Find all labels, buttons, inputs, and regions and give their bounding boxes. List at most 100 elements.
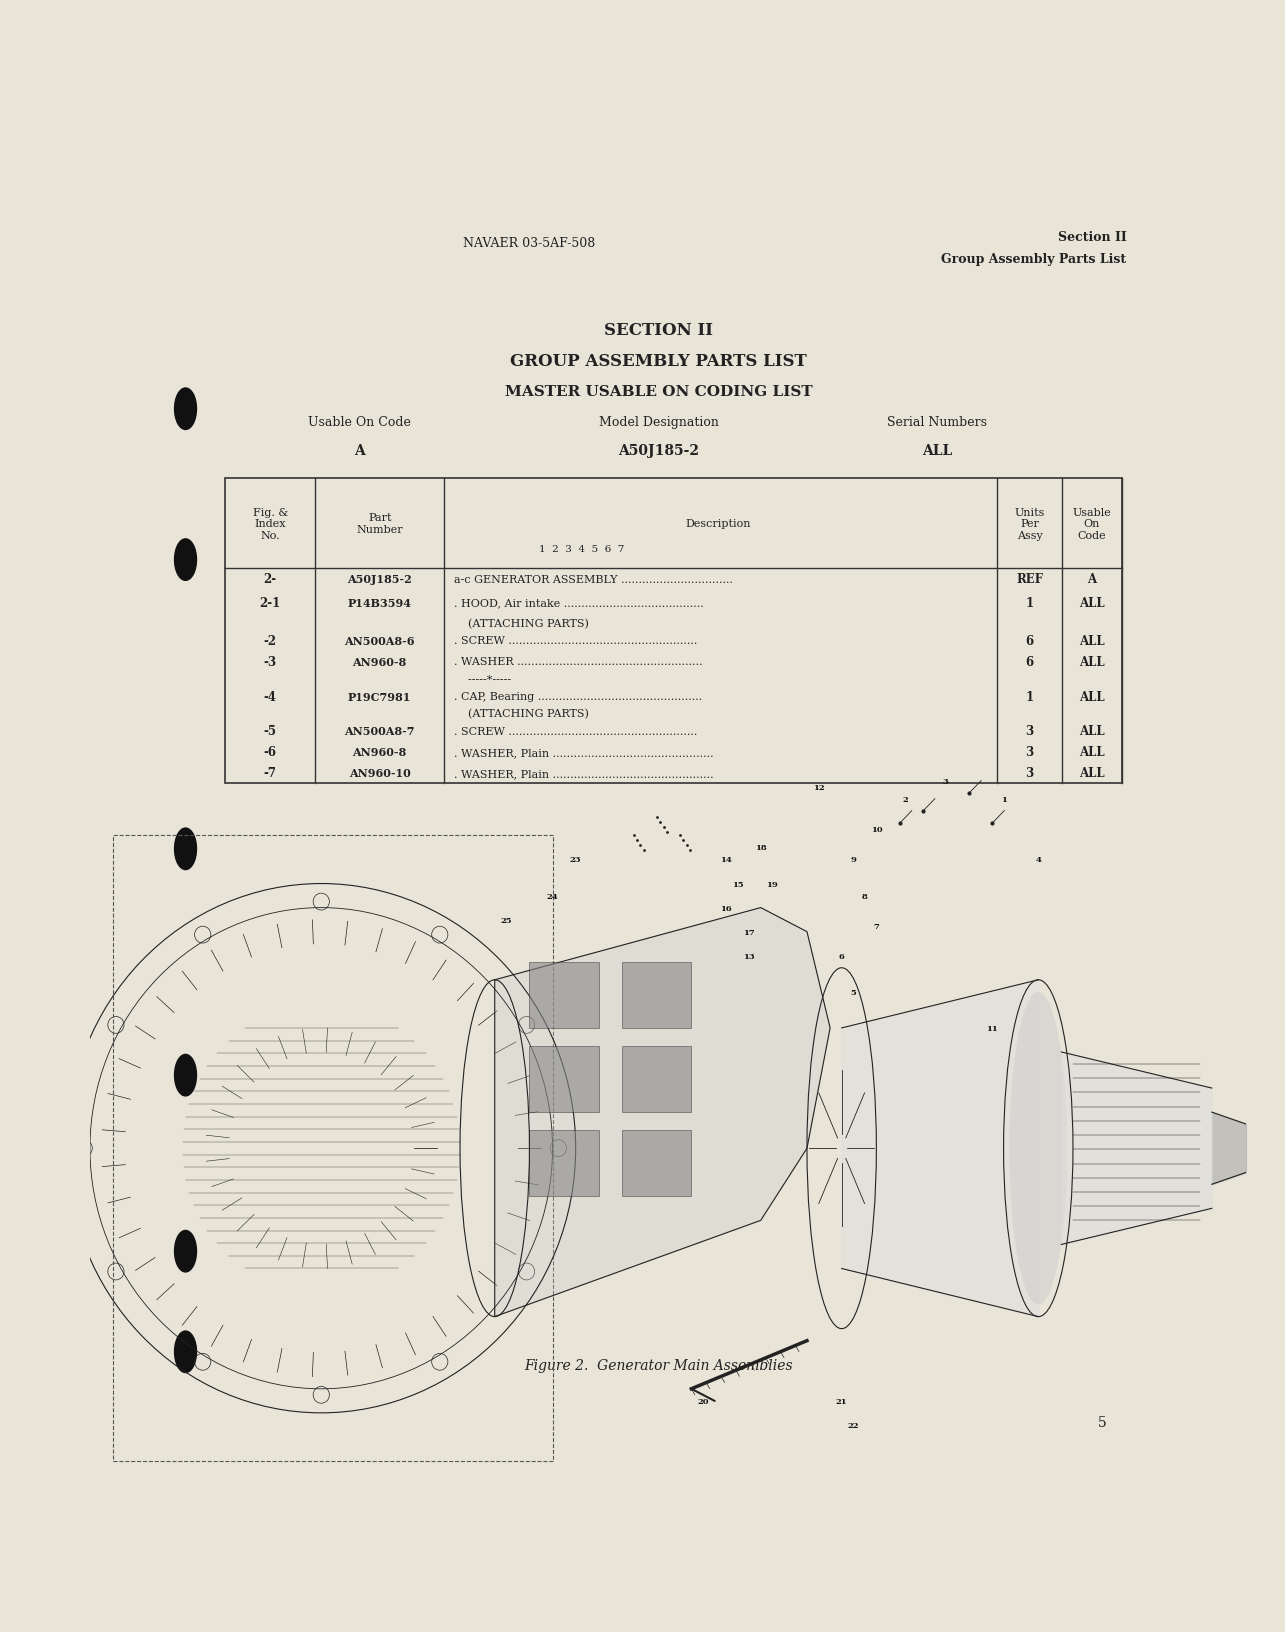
Text: AN500A8-6: AN500A8-6 [344, 635, 415, 646]
Text: 15: 15 [731, 880, 744, 888]
Text: NAVAER 03-5AF-508: NAVAER 03-5AF-508 [463, 237, 595, 250]
Text: Figure 2.  Generator Main Assemblies: Figure 2. Generator Main Assemblies [524, 1358, 793, 1373]
Text: 18: 18 [754, 844, 767, 852]
Text: -4: -4 [263, 690, 276, 703]
Text: AN960-8: AN960-8 [352, 747, 407, 757]
Text: REF: REF [1016, 573, 1043, 586]
Ellipse shape [175, 388, 197, 431]
Text: 25: 25 [501, 916, 511, 924]
Text: A: A [355, 444, 365, 457]
Text: 17: 17 [743, 929, 756, 937]
Text: -2: -2 [263, 635, 276, 648]
Text: ALL: ALL [1079, 635, 1105, 648]
Text: A: A [1087, 573, 1096, 586]
Bar [113, 836, 553, 1461]
Text: 2-: 2- [263, 573, 276, 586]
Ellipse shape [175, 1054, 197, 1097]
Text: ALL: ALL [1079, 746, 1105, 759]
Text: 19: 19 [766, 880, 779, 888]
Text: 3: 3 [1025, 725, 1033, 738]
Text: (ATTACHING PARTS): (ATTACHING PARTS) [455, 619, 590, 628]
Text: 20: 20 [698, 1397, 708, 1405]
Bar [622, 963, 691, 1028]
Text: AN960-10: AN960-10 [348, 769, 411, 778]
Text: Fig. &
Index
No.: Fig. & Index No. [253, 508, 288, 540]
Text: . CAP, Bearing ...............................................: . CAP, Bearing .........................… [455, 692, 703, 702]
Text: 12: 12 [812, 783, 825, 792]
Text: 9: 9 [851, 855, 856, 863]
Text: 11: 11 [986, 1025, 998, 1033]
Text: Model Designation: Model Designation [599, 416, 718, 429]
Ellipse shape [175, 540, 197, 581]
Text: ALL: ALL [1079, 690, 1105, 703]
Text: Description: Description [686, 519, 750, 529]
Text: . SCREW ......................................................: . SCREW ................................… [455, 636, 698, 646]
Text: 4: 4 [1036, 855, 1041, 863]
Bar [622, 1046, 691, 1113]
Text: AN960-8: AN960-8 [352, 656, 407, 667]
Text: (ATTACHING PARTS): (ATTACHING PARTS) [455, 708, 590, 720]
Text: 8: 8 [862, 893, 867, 899]
Text: 23: 23 [571, 855, 581, 863]
Text: -----*-----: -----*----- [455, 674, 511, 684]
Text: A50J185-2: A50J185-2 [347, 574, 412, 584]
Bar [529, 1046, 599, 1113]
Text: Usable
On
Code: Usable On Code [1073, 508, 1112, 540]
Text: ALL: ALL [1079, 725, 1105, 738]
Text: -6: -6 [263, 746, 276, 759]
Polygon shape [495, 907, 830, 1317]
Text: P14B3594: P14B3594 [348, 597, 411, 609]
Text: 21: 21 [835, 1397, 848, 1405]
Text: . WASHER, Plain ..............................................: . WASHER, Plain ........................… [455, 747, 714, 757]
Text: 10: 10 [870, 826, 883, 834]
Bar [622, 1131, 691, 1196]
Text: 22: 22 [848, 1421, 858, 1430]
Text: . WASHER .....................................................: . WASHER ...............................… [455, 656, 703, 666]
Text: 13: 13 [743, 951, 756, 960]
Text: ALL: ALL [923, 444, 952, 457]
Text: 16: 16 [720, 904, 732, 912]
Text: a-c GENERATOR ASSEMBLY ................................: a-c GENERATOR ASSEMBLY .................… [455, 574, 734, 584]
Ellipse shape [175, 1231, 197, 1273]
Text: 6: 6 [1025, 654, 1033, 667]
Text: . WASHER, Plain ..............................................: . WASHER, Plain ........................… [455, 769, 714, 778]
Text: 3: 3 [943, 778, 948, 785]
Text: MASTER USABLE ON CODING LIST: MASTER USABLE ON CODING LIST [505, 385, 812, 398]
Text: . SCREW ......................................................: . SCREW ................................… [455, 726, 698, 736]
Text: 2-1: 2-1 [260, 597, 281, 610]
Text: 3: 3 [1025, 746, 1033, 759]
Text: . HOOD, Air intake ........................................: . HOOD, Air intake .....................… [455, 599, 704, 609]
Text: Section II: Section II [1058, 232, 1127, 245]
Text: -3: -3 [263, 654, 276, 667]
Text: AN500A8-7: AN500A8-7 [344, 726, 415, 738]
Text: Group Assembly Parts List: Group Assembly Parts List [942, 253, 1127, 266]
Text: ALL: ALL [1079, 767, 1105, 780]
Bar [529, 963, 599, 1028]
Text: Serial Numbers: Serial Numbers [888, 416, 987, 429]
Text: 1: 1 [1025, 690, 1033, 703]
Text: 1: 1 [1025, 597, 1033, 610]
Text: SECTION II: SECTION II [604, 322, 713, 338]
Text: 3: 3 [1025, 767, 1033, 780]
Text: 24: 24 [546, 893, 559, 899]
Text: 14: 14 [720, 855, 732, 863]
Text: Part
Number: Part Number [356, 512, 403, 535]
Text: 1  2  3  4  5  6  7: 1 2 3 4 5 6 7 [540, 545, 625, 553]
Text: ALL: ALL [1079, 654, 1105, 667]
Text: 6: 6 [839, 951, 844, 960]
Text: 5: 5 [1097, 1415, 1106, 1428]
Text: 5: 5 [851, 989, 856, 996]
Ellipse shape [175, 1332, 197, 1373]
Text: 6: 6 [1025, 635, 1033, 648]
Text: 2: 2 [902, 796, 908, 805]
Text: -5: -5 [263, 725, 276, 738]
Text: Units
Per
Assy: Units Per Assy [1014, 508, 1045, 540]
Ellipse shape [1010, 992, 1067, 1306]
Text: A50J185-2: A50J185-2 [618, 444, 699, 457]
Text: ALL: ALL [1079, 597, 1105, 610]
Text: GROUP ASSEMBLY PARTS LIST: GROUP ASSEMBLY PARTS LIST [510, 353, 807, 370]
Text: Usable On Code: Usable On Code [308, 416, 411, 429]
Text: 1: 1 [1001, 796, 1006, 805]
Text: -7: -7 [263, 767, 276, 780]
Text: 7: 7 [874, 922, 879, 930]
